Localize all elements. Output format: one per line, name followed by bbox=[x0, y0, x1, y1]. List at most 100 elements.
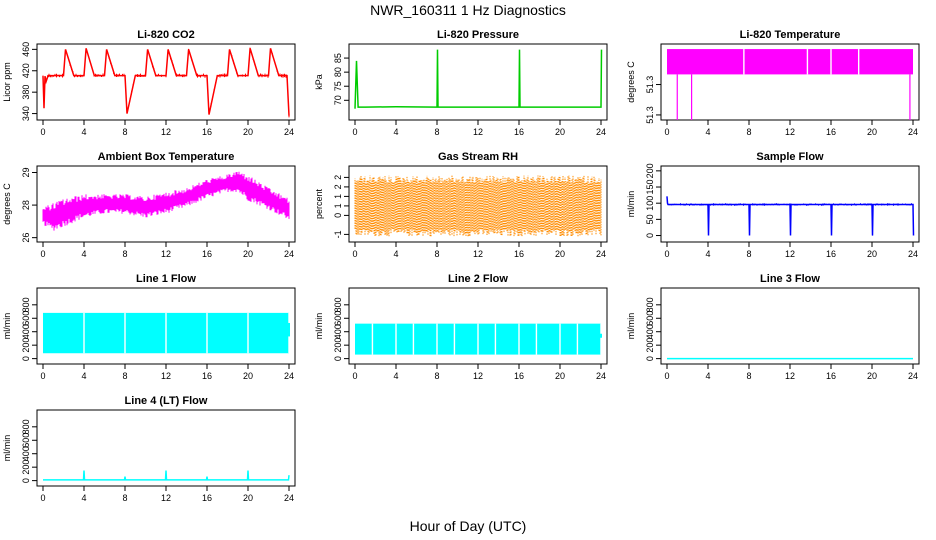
y-tick-label: 100 bbox=[645, 196, 655, 211]
series-gap bbox=[247, 312, 249, 354]
y-tick-label: 400 bbox=[333, 324, 343, 339]
x-tick-label: 8 bbox=[122, 493, 127, 503]
series-gap bbox=[395, 323, 397, 355]
x-tick-label: 24 bbox=[284, 127, 294, 137]
y-axis-label: degrees C bbox=[626, 61, 636, 103]
y-tick-label: 1 bbox=[333, 194, 343, 199]
series-line bbox=[666, 196, 915, 236]
x-tick-label: 16 bbox=[826, 249, 836, 259]
y-tick-label: 80 bbox=[333, 67, 343, 77]
x-tick-label: 8 bbox=[122, 127, 127, 137]
y-axis-label: percent bbox=[314, 188, 324, 219]
y-axis-label: Licor ppm bbox=[2, 62, 12, 102]
x-tick-label: 16 bbox=[514, 249, 524, 259]
series-line bbox=[43, 470, 290, 481]
x-tick-label: 0 bbox=[664, 127, 669, 137]
x-tick-label: 4 bbox=[393, 127, 398, 137]
y-tick-label: 420 bbox=[21, 63, 31, 78]
x-tick-label: 16 bbox=[514, 371, 524, 381]
series-gap bbox=[576, 323, 579, 355]
x-tick-label: 0 bbox=[352, 371, 357, 381]
panel-3: Li-820 Temperature 0 4 8 12 16 20 24 51.3 51.3 deg… bbox=[626, 29, 920, 137]
y-tick-label: 200 bbox=[333, 338, 343, 353]
panel-title: Sample Flow bbox=[756, 151, 824, 163]
x-tick-label: 12 bbox=[161, 371, 171, 381]
x-tick-label: 24 bbox=[284, 493, 294, 503]
panel-title: Line 3 Flow bbox=[760, 273, 820, 285]
x-tick-label: 16 bbox=[826, 371, 836, 381]
series-gap bbox=[494, 323, 497, 355]
y-tick-label: 400 bbox=[645, 324, 655, 339]
y-tick-label: 51.3 bbox=[645, 106, 655, 124]
series-gap bbox=[83, 312, 85, 354]
y-tick-label: 400 bbox=[21, 446, 31, 461]
x-tick-label: 20 bbox=[867, 249, 877, 259]
y-tick-label: 51.3 bbox=[645, 76, 655, 94]
series-gap bbox=[436, 323, 438, 355]
x-tick-label: 8 bbox=[434, 249, 439, 259]
series-gap bbox=[371, 323, 374, 355]
series-line bbox=[354, 49, 603, 109]
y-axis-label: ml/min bbox=[626, 313, 636, 340]
y-tick-label: 1 bbox=[333, 203, 343, 208]
x-tick-label: 20 bbox=[555, 249, 565, 259]
x-tick-label: 20 bbox=[243, 249, 253, 259]
y-tick-label: 85 bbox=[333, 53, 343, 63]
y-tick-label: 600 bbox=[645, 311, 655, 326]
y-tick-label: 2 bbox=[333, 175, 343, 180]
x-tick-label: 12 bbox=[785, 249, 795, 259]
y-tick-label: 0 bbox=[333, 356, 343, 361]
y-tick-label: 29 bbox=[21, 168, 31, 178]
y-tick-label: 600 bbox=[21, 311, 31, 326]
x-tick-label: 16 bbox=[514, 127, 524, 137]
panel-frame bbox=[660, 287, 920, 365]
series-gap bbox=[518, 323, 520, 355]
x-tick-label: 16 bbox=[826, 127, 836, 137]
panel-title: Line 2 Flow bbox=[448, 273, 508, 285]
x-tick-label: 12 bbox=[473, 127, 483, 137]
y-axis-label: ml/min bbox=[2, 313, 12, 340]
x-tick-label: 12 bbox=[161, 127, 171, 137]
y-axis-label: kPa bbox=[314, 74, 324, 90]
y-tick-label: 340 bbox=[21, 106, 31, 121]
x-tick-label: 20 bbox=[243, 493, 253, 503]
series-gap bbox=[206, 312, 208, 354]
y-tick-label: 400 bbox=[21, 324, 31, 339]
y-tick-label: 600 bbox=[21, 433, 31, 448]
y-axis-label: ml/min bbox=[626, 191, 636, 218]
x-tick-label: 0 bbox=[664, 371, 669, 381]
y-tick-label: 0 bbox=[333, 213, 343, 218]
x-tick-label: 8 bbox=[434, 127, 439, 137]
x-tick-label: 8 bbox=[122, 249, 127, 259]
y-tick-label: 28 bbox=[21, 200, 31, 210]
x-tick-label: 0 bbox=[40, 493, 45, 503]
series-gap bbox=[535, 323, 538, 355]
y-tick-label: 0 bbox=[21, 478, 31, 483]
x-tick-label: 4 bbox=[393, 249, 398, 259]
panel-10: Line 4 (LT) Flow 0 4 8 12 16 20 24 0 200400600800… bbox=[2, 395, 296, 503]
y-tick-label: 800 bbox=[645, 297, 655, 312]
x-axis-label: Hour of Day (UTC) bbox=[409, 518, 527, 534]
series-gap bbox=[165, 312, 167, 354]
x-tick-label: 24 bbox=[596, 371, 606, 381]
x-tick-label: 8 bbox=[434, 371, 439, 381]
x-tick-label: 4 bbox=[81, 249, 86, 259]
x-tick-label: 24 bbox=[596, 127, 606, 137]
series-band bbox=[354, 175, 602, 237]
panel-title: Li-820 Pressure bbox=[437, 29, 519, 41]
series-noise bbox=[666, 196, 914, 236]
panel-title: Line 4 (LT) Flow bbox=[125, 395, 208, 407]
x-tick-label: 8 bbox=[746, 371, 751, 381]
y-tick-label: 75 bbox=[333, 81, 343, 91]
x-tick-label: 16 bbox=[202, 249, 212, 259]
y-tick-label: 200 bbox=[645, 163, 655, 178]
x-tick-label: 12 bbox=[473, 371, 483, 381]
x-tick-label: 20 bbox=[243, 371, 253, 381]
panel-1: Li-820 CO2 0 4 8 12 16 20 24 340 380 420 460 Licor p… bbox=[2, 29, 296, 137]
series-gap bbox=[559, 323, 561, 355]
page-title: NWR_160311 1 Hz Diagnostics bbox=[370, 2, 566, 18]
